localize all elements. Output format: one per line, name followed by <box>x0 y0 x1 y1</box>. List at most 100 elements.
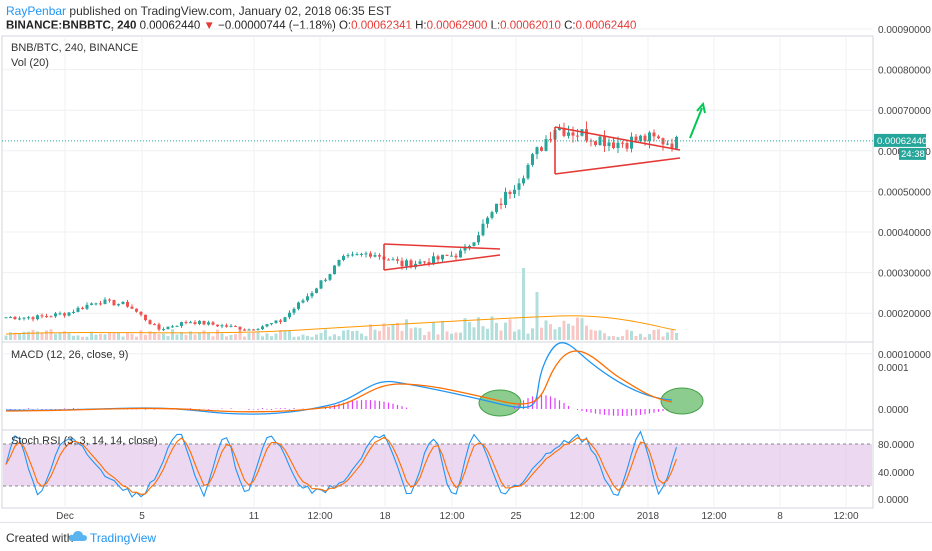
candle-body <box>652 132 656 137</box>
candle-body <box>405 260 408 267</box>
candle-body <box>360 253 363 255</box>
candle-body <box>85 304 89 309</box>
candle-body <box>283 317 287 322</box>
candle-body <box>549 139 552 141</box>
volume-bar <box>198 332 201 340</box>
candle-body <box>72 311 75 313</box>
volume-bar <box>603 333 606 340</box>
volume-bar <box>490 316 494 340</box>
volume-bar <box>396 322 399 340</box>
volume-bar <box>580 318 584 340</box>
candle-body <box>171 326 174 328</box>
volume-bar <box>472 327 476 340</box>
candle-body <box>301 300 305 303</box>
time-tick-label: 12:00 <box>307 511 332 522</box>
volume-bar <box>409 328 413 340</box>
volume-bar <box>540 327 543 340</box>
candle-body <box>256 329 260 331</box>
candle-body <box>639 135 642 141</box>
candle-body <box>378 255 381 257</box>
candle-body <box>211 322 215 325</box>
volume-bar <box>333 334 336 340</box>
time-tick-label: 18 <box>379 511 391 522</box>
candle-body <box>175 325 179 327</box>
volume-bar <box>364 336 368 340</box>
volume-bar <box>562 320 566 340</box>
volume-bar <box>391 324 395 340</box>
time-tick-label: 25 <box>510 511 522 522</box>
volume-bar <box>355 330 359 340</box>
candle-body <box>364 253 368 255</box>
volume-bar <box>148 331 152 340</box>
candle-body <box>432 256 435 265</box>
candle-body <box>270 323 273 325</box>
candle-body <box>508 191 512 194</box>
candle-body <box>373 255 377 257</box>
pennant-upper-line <box>554 126 681 151</box>
volume-bar <box>315 334 318 340</box>
candle-body <box>526 164 530 179</box>
candle-body <box>139 311 143 315</box>
candle-body <box>238 326 242 330</box>
volume-bar <box>589 329 593 340</box>
pane-frames <box>1 35 874 509</box>
tradingview-brand-link[interactable]: TradingView <box>90 531 157 545</box>
price-tick-label: 0.00010000 <box>878 350 931 361</box>
volume-bar <box>288 330 291 340</box>
volume-bar <box>657 329 660 340</box>
volume-bar <box>441 320 444 340</box>
macd-line <box>5 342 673 415</box>
volume-bar <box>22 331 26 340</box>
stoch-tick-label: 80.0000 <box>878 440 915 451</box>
volume-bar <box>13 332 17 340</box>
candle-body <box>229 325 233 327</box>
candle-body <box>193 322 197 324</box>
macd-tick-label: 0.0001 <box>878 363 909 374</box>
published-text: published on TradingView.com, January 02… <box>69 4 392 18</box>
last-price-badge-bg <box>874 133 926 147</box>
candle-body <box>297 302 300 309</box>
candle-body <box>157 324 161 330</box>
candle-body <box>135 308 138 312</box>
volume-bar <box>310 336 314 340</box>
candle-body <box>369 253 372 257</box>
candle-body <box>486 217 489 224</box>
time-tick-label: 12:00 <box>569 511 594 522</box>
candle-body <box>234 325 237 327</box>
volume-bar <box>477 317 480 340</box>
candle-body <box>198 320 201 324</box>
candle-body <box>571 132 575 136</box>
volume-bar <box>607 336 611 340</box>
candle-body <box>328 274 332 280</box>
volume-bar <box>297 336 300 340</box>
volume-bar <box>67 333 71 340</box>
volume-bar <box>202 330 206 340</box>
volume-bar <box>405 319 408 340</box>
stoch-tick-label: 0.0000 <box>878 495 909 506</box>
volume-bar <box>130 333 134 340</box>
triangle-lower-line <box>383 254 501 271</box>
high-label: H: <box>415 20 427 32</box>
volume-bar <box>468 321 471 340</box>
candle-body <box>27 317 30 319</box>
drawing-overlays[interactable] <box>2 101 873 417</box>
volume-bar <box>63 331 66 340</box>
candle-body <box>675 136 678 149</box>
volume-bar <box>337 336 341 340</box>
volume-bar <box>189 331 192 340</box>
candle-body <box>612 142 615 149</box>
time-tick-label: 2018 <box>637 511 660 522</box>
volume-bar <box>9 332 12 340</box>
volume-bar <box>450 333 453 340</box>
volume-bar <box>625 329 629 340</box>
volume-bar <box>49 329 53 340</box>
candle-body <box>337 259 341 266</box>
price-tick-label: 0.00040000 <box>878 228 931 239</box>
main-pane-title: BNB/BTC, 240, BINANCE <box>11 42 139 54</box>
volume-bar <box>85 336 89 340</box>
author-link[interactable]: RayPenbar <box>6 4 67 18</box>
volume-bar <box>558 327 561 340</box>
volume-bar <box>508 319 512 340</box>
candle-body <box>310 293 314 297</box>
